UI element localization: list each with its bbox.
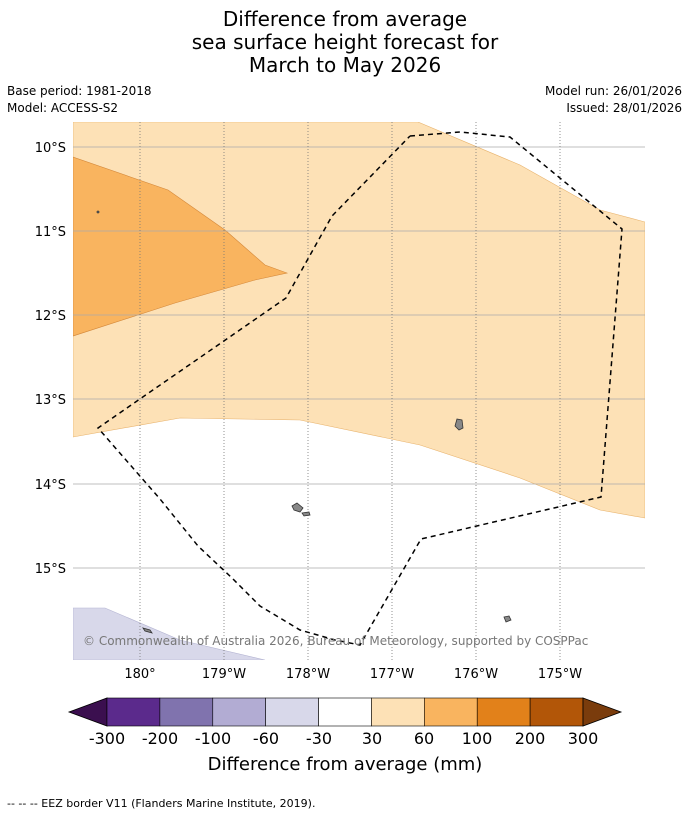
colorbar-tick-label: 100 [462, 729, 493, 748]
lon-labels: 180° 179°W 178°W 177°W 176°W 175°W [124, 667, 582, 682]
colorbar-segment [159, 697, 214, 727]
contour-minus60-minus30 [73, 607, 266, 660]
colorbar-tick-label: -30 [306, 729, 332, 748]
title-line-2: sea surface height forecast for [191, 30, 499, 54]
colorbar-segment [476, 697, 531, 727]
lat-label-14s: 14°S [35, 478, 66, 493]
island-wallis [291, 502, 304, 513]
lat-label-15s: 15°S [35, 562, 66, 577]
colorbar-segment [318, 697, 372, 727]
issued-date: Issued: 28/01/2026 [566, 101, 682, 115]
title-line-1: Difference from average [222, 7, 468, 31]
colorbar-segment [265, 697, 319, 727]
lon-label-175w: 175°W [538, 667, 582, 682]
colorbar-tick-label: -100 [195, 729, 231, 748]
map-area: © Commonwealth of Australia 2026, Bureau… [73, 122, 645, 660]
colorbar-segment [106, 697, 161, 727]
lat-gridlines [73, 146, 645, 569]
lat-label-11s: 11°S [35, 225, 66, 240]
island-north-west [96, 210, 100, 214]
lon-label-176w: 176°W [454, 667, 498, 682]
colorbar-tick-label: 30 [362, 729, 382, 748]
colorbar-tick-label: 300 [568, 729, 599, 748]
eez-legend-note: -- -- -- EEZ border V11 (Flanders Marine… [7, 797, 316, 810]
colorbar-extend-high [582, 697, 623, 727]
island-niuafoou [454, 418, 464, 431]
model-name: Model: ACCESS-S2 [7, 101, 119, 115]
meta-left: Base period: 1981-2018 Model: ACCESS-S2 [7, 83, 152, 117]
contour-60-100 [73, 156, 289, 337]
islands [96, 210, 512, 634]
colorbar-segment [212, 697, 266, 727]
colorbar-segment [529, 697, 584, 727]
lat-label-12s: 12°S [35, 309, 66, 324]
colorbar-tick-label: 200 [515, 729, 546, 748]
meta-right: Model run: 26/01/2026 Issued: 28/01/2026 [545, 83, 682, 117]
lat-label-13s: 13°S [35, 393, 66, 408]
title-line-3: March to May 2026 [248, 53, 442, 77]
contour-30-60 [73, 122, 645, 519]
credit-text: © Commonwealth of Australia 2026, Bureau… [83, 634, 588, 648]
colorbar-title: Difference from average (mm) [208, 754, 483, 775]
colorbar-segment [371, 697, 425, 727]
island-wallis-islet [301, 511, 311, 517]
lon-label-178w: 178°W [286, 667, 330, 682]
colorbar-tick-label: -200 [142, 729, 178, 748]
island-south-west [142, 627, 153, 634]
lat-label-10s: 10°S [35, 141, 66, 156]
chart-title: Difference from average sea surface heig… [0, 8, 690, 77]
colorbar-segment [424, 697, 478, 727]
colorbar-tick-label: 60 [414, 729, 434, 748]
model-run: Model run: 26/01/2026 [544, 84, 682, 98]
lat-labels: 10°S 11°S 12°S 13°S 14°S 15°S [35, 141, 66, 577]
lon-label-180: 180° [124, 667, 155, 682]
island-south-east [503, 615, 512, 623]
lon-label-179w: 179°W [202, 667, 246, 682]
colorbar-extend-low [67, 697, 108, 727]
colorbar-tick-label: -60 [253, 729, 279, 748]
base-period: Base period: 1981-2018 [7, 84, 152, 98]
colorbar-tick-label: -300 [89, 729, 125, 748]
colorbar: -300 -200 -100 -60 -30 30 60 100 200 300… [67, 697, 623, 775]
eez-border [96, 131, 623, 646]
lon-label-177w: 177°W [370, 667, 414, 682]
